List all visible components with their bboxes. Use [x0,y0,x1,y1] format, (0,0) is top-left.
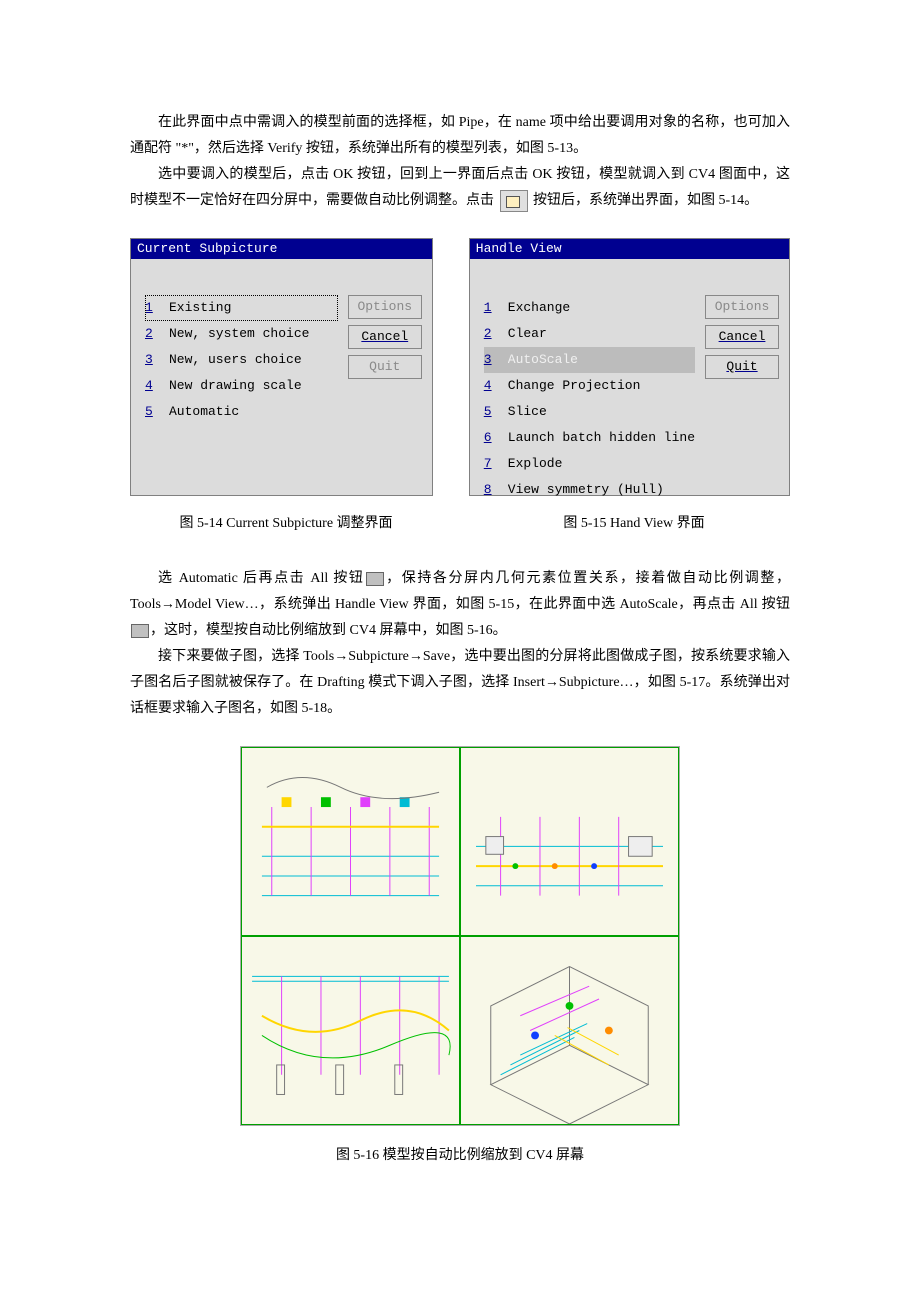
cad-grid [240,746,680,1126]
dialog-title: Handle View [470,239,789,259]
item-label: Existing [169,300,338,315]
item-label: View symmetry (Hull) [508,482,695,497]
list-item[interactable]: 8 View symmetry (Hull) [484,477,695,503]
item-label: Explode [508,456,695,471]
item-number: 3 [145,352,161,367]
item-number: 8 [484,482,500,497]
item-label: Launch batch hidden line [508,430,695,445]
item-label: New, users choice [169,352,338,367]
dialog-list: 1 Existing 2 New, system choice 3 New, u… [145,295,338,425]
item-number: 2 [484,326,500,341]
item-number: 5 [145,404,161,419]
item-label: Exchange [508,300,695,315]
item-label: Automatic [169,404,338,419]
item-label: Clear [508,326,695,341]
paragraph: 接下来要做子图，选择 Tools→Subpicture→Save，选中要出图的分… [130,644,790,722]
item-number: 5 [484,404,500,419]
item-number: 1 [484,300,500,315]
handle-view-dialog: Handle View 1 Exchange 2 Clear 3 AutoSca… [469,238,790,496]
dialog-row: Current Subpicture 1 Existing 2 New, sys… [130,238,790,496]
text: 选 Automatic 后再点击 All 按钮 [158,571,365,586]
cad-figure: 图 5-16 模型按自动比例缩放到 CV4 屏幕 [240,746,680,1164]
text: 接下来要做子图，选择 Tools→Subpicture→Save，选中要出图的分… [130,649,790,716]
dialog-buttons: Options Cancel Quit [348,295,422,379]
all-button-icon [131,624,149,638]
figure-caption: 图 5-16 模型按自动比例缩放到 CV4 屏幕 [240,1144,680,1164]
cad-view-bottom-right [460,936,679,1125]
cancel-button[interactable]: Cancel [705,325,779,349]
list-item-autoscale[interactable]: 3 AutoScale [484,347,695,373]
item-number: 1 [145,300,161,315]
dialog-buttons: Options Cancel Quit [705,295,779,379]
item-number: 4 [145,378,161,393]
item-number: 4 [484,378,500,393]
all-button-icon [366,572,384,586]
list-item[interactable]: 4 New drawing scale [145,373,338,399]
item-number: 3 [484,352,500,367]
current-subpicture-dialog: Current Subpicture 1 Existing 2 New, sys… [130,238,433,496]
zoom-window-icon [500,190,528,212]
dialog-list: 1 Exchange 2 Clear 3 AutoScale 4 Change … [484,295,695,503]
list-item[interactable]: 2 Clear [484,321,695,347]
list-item[interactable]: 1 Exchange [484,295,695,321]
paragraph: 选 Automatic 后再点击 All 按钮，保持各分屏内几何元素位置关系，接… [130,566,790,644]
item-label: AutoScale [508,352,695,367]
item-label: New drawing scale [169,378,338,393]
item-label: Slice [508,404,695,419]
item-label: Change Projection [508,378,695,393]
list-item-automatic[interactable]: 5 Automatic [145,399,338,425]
list-item-existing[interactable]: 1 Existing [145,295,338,321]
list-item[interactable]: 2 New, system choice [145,321,338,347]
text: ，这时，模型按自动比例缩放到 CV4 屏幕中，如图 5-16。 [150,623,507,638]
item-number: 7 [484,456,500,471]
paragraph: 选中要调入的模型后，点击 OK 按钮，回到上一界面后点击 OK 按钮，模型就调入… [130,162,790,214]
item-label: New, system choice [169,326,338,341]
cad-view-top-right [460,747,679,936]
list-item[interactable]: 4 Change Projection [484,373,695,399]
cad-view-top-left [241,747,460,936]
list-item[interactable]: 3 New, users choice [145,347,338,373]
text: 按钮后，系统弹出界面，如图 5-14。 [533,193,758,208]
text: 在此界面中点中需调入的模型前面的选择框，如 Pipe，在 name 项中给出要调… [130,115,790,156]
list-item[interactable]: 5 Slice [484,399,695,425]
dialog-title: Current Subpicture [131,239,432,259]
figure-caption: 图 5-14 Current Subpicture 调整界面 [130,512,442,532]
cancel-button[interactable]: Cancel [348,325,422,349]
cad-view-bottom-left [241,936,460,1125]
item-number: 6 [484,430,500,445]
item-number: 2 [145,326,161,341]
options-button[interactable]: Options [705,295,779,319]
list-item[interactable]: 6 Launch batch hidden line [484,425,695,451]
options-button[interactable]: Options [348,295,422,319]
quit-button[interactable]: Quit [705,355,779,379]
paragraph: 在此界面中点中需调入的模型前面的选择框，如 Pipe，在 name 项中给出要调… [130,110,790,162]
list-item[interactable]: 7 Explode [484,451,695,477]
quit-button[interactable]: Quit [348,355,422,379]
